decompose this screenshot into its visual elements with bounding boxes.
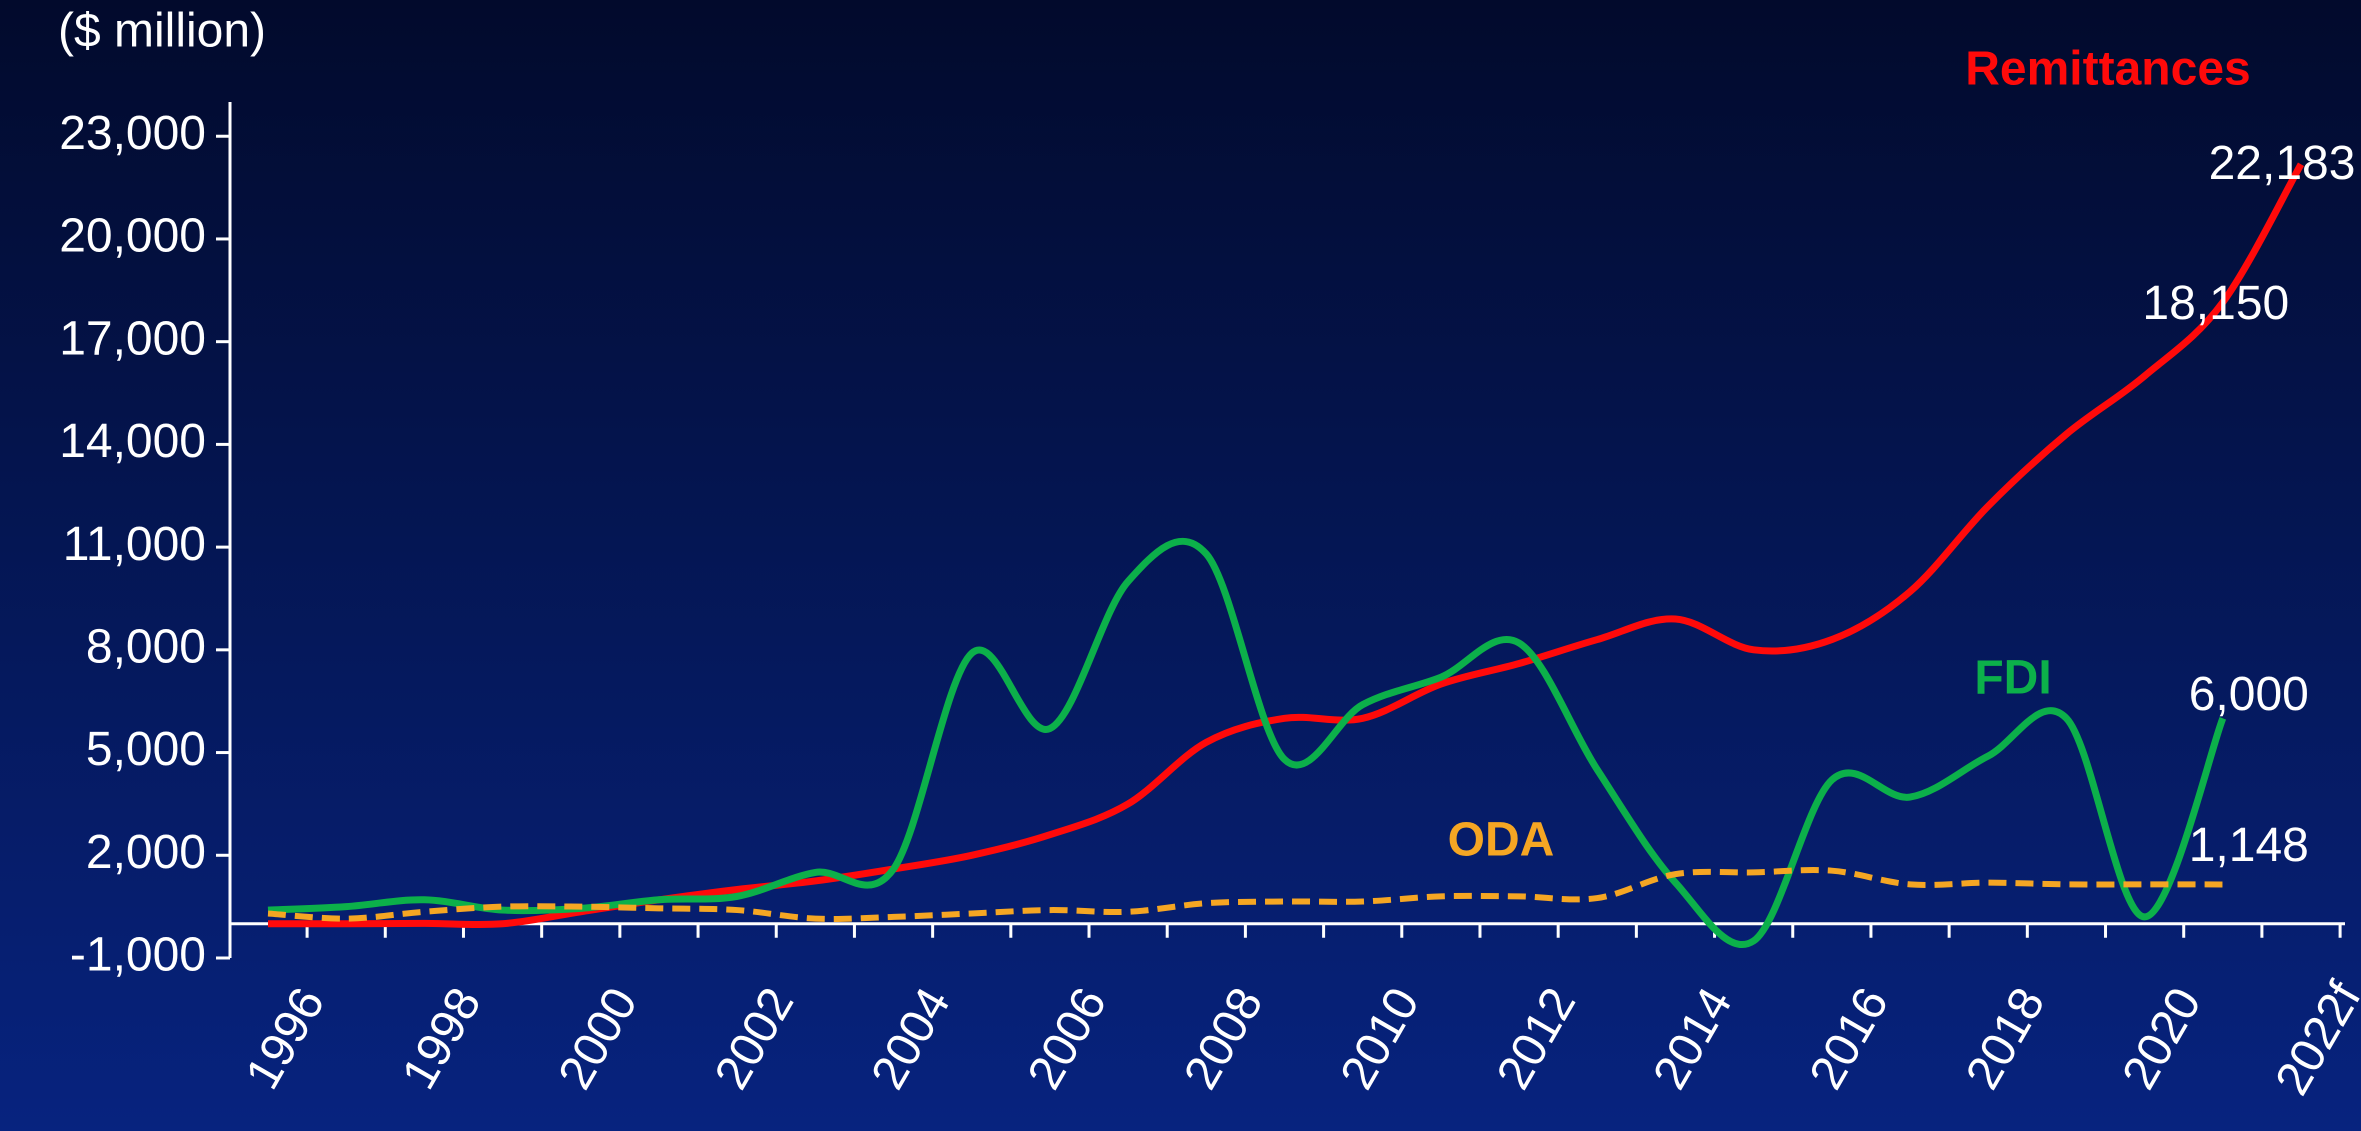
y-tick-label: 8,000 xyxy=(86,621,206,674)
y-axis-label: ($ million) xyxy=(58,5,266,58)
y-tick-label: 23,000 xyxy=(59,107,206,160)
y-tick-label: 11,000 xyxy=(63,518,206,571)
value-label: 1,148 xyxy=(2189,819,2309,872)
y-tick-label: 14,000 xyxy=(59,415,206,468)
value-label: 6,000 xyxy=(2189,668,2309,721)
series-label: ODA xyxy=(1448,814,1555,867)
value-label: 18,150 xyxy=(2142,277,2289,330)
series-label: FDI xyxy=(1974,652,2051,705)
y-tick-label: -1,000 xyxy=(70,929,206,982)
y-tick-label: 17,000 xyxy=(59,312,206,365)
y-tick-label: 2,000 xyxy=(86,826,206,879)
series-line xyxy=(267,867,2223,922)
value-label: 22,183 xyxy=(2209,137,2356,190)
y-tick-label: 20,000 xyxy=(59,210,206,263)
series-label: Remittances xyxy=(1965,43,2250,96)
y-tick-label: 5,000 xyxy=(86,723,206,776)
series-line xyxy=(267,537,2227,948)
